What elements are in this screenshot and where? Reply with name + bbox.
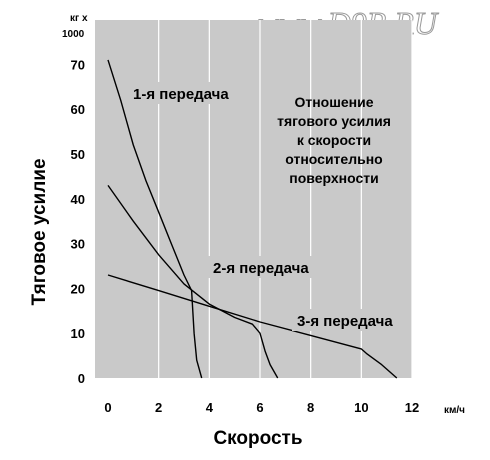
y-unit-line1: кг х <box>70 13 88 24</box>
x-unit: км/ч <box>444 405 465 416</box>
y-tick-label-50: 50 <box>71 147 85 162</box>
series-label-3-bg <box>292 309 400 331</box>
y-tick-labels: 0 10 20 30 40 50 60 70 <box>71 57 85 386</box>
series-label-3: 3-я передача <box>297 313 393 330</box>
x-tick-label-0: 0 <box>104 400 111 415</box>
x-tick-label-8: 8 <box>307 400 314 415</box>
x-tick-label-6: 6 <box>256 400 263 415</box>
series-label-2: 2-я передача <box>213 260 309 277</box>
series-lines <box>107 59 398 379</box>
annotation-line-5: поверхности <box>289 170 378 186</box>
y-tick-label-60: 60 <box>71 102 85 117</box>
annotation-line-4: относительно <box>285 151 382 167</box>
annotation-line-3: к скорости <box>297 132 371 148</box>
y-axis-title: Тяговое усилие <box>29 158 50 305</box>
annotation: Отношение тягового усилия к скорости отн… <box>277 94 391 186</box>
y-tick-label-10: 10 <box>71 326 85 341</box>
x-tick-label-4: 4 <box>206 400 214 415</box>
y-tick-label-70: 70 <box>71 57 85 72</box>
x-axis-title: Скорость <box>213 428 302 449</box>
series-label-1-bg <box>128 82 232 104</box>
series-labels: 1-я передача 2-я передача 3-я передача <box>128 82 400 331</box>
series-label-1: 1-я передача <box>133 86 229 103</box>
series-line-2 <box>107 184 279 379</box>
annotation-line-1: Отношение <box>294 94 373 110</box>
series-line-1 <box>107 59 203 379</box>
annotation-line-2: тягового усилия <box>277 113 391 129</box>
y-tick-label-20: 20 <box>71 281 85 296</box>
x-tick-label-2: 2 <box>155 400 162 415</box>
series-line-3 <box>107 274 398 379</box>
x-tick-label-10: 10 <box>354 400 368 415</box>
y-tick-label-0: 0 <box>78 371 85 386</box>
y-tick-label-40: 40 <box>71 192 85 207</box>
x-tick-labels: 0 2 4 6 8 10 12 <box>104 400 419 415</box>
y-tick-label-30: 30 <box>71 237 85 252</box>
y-unit-line2: 1000 <box>62 29 85 40</box>
x-tick-label-12: 12 <box>405 400 419 415</box>
series-label-2-bg <box>208 256 316 278</box>
